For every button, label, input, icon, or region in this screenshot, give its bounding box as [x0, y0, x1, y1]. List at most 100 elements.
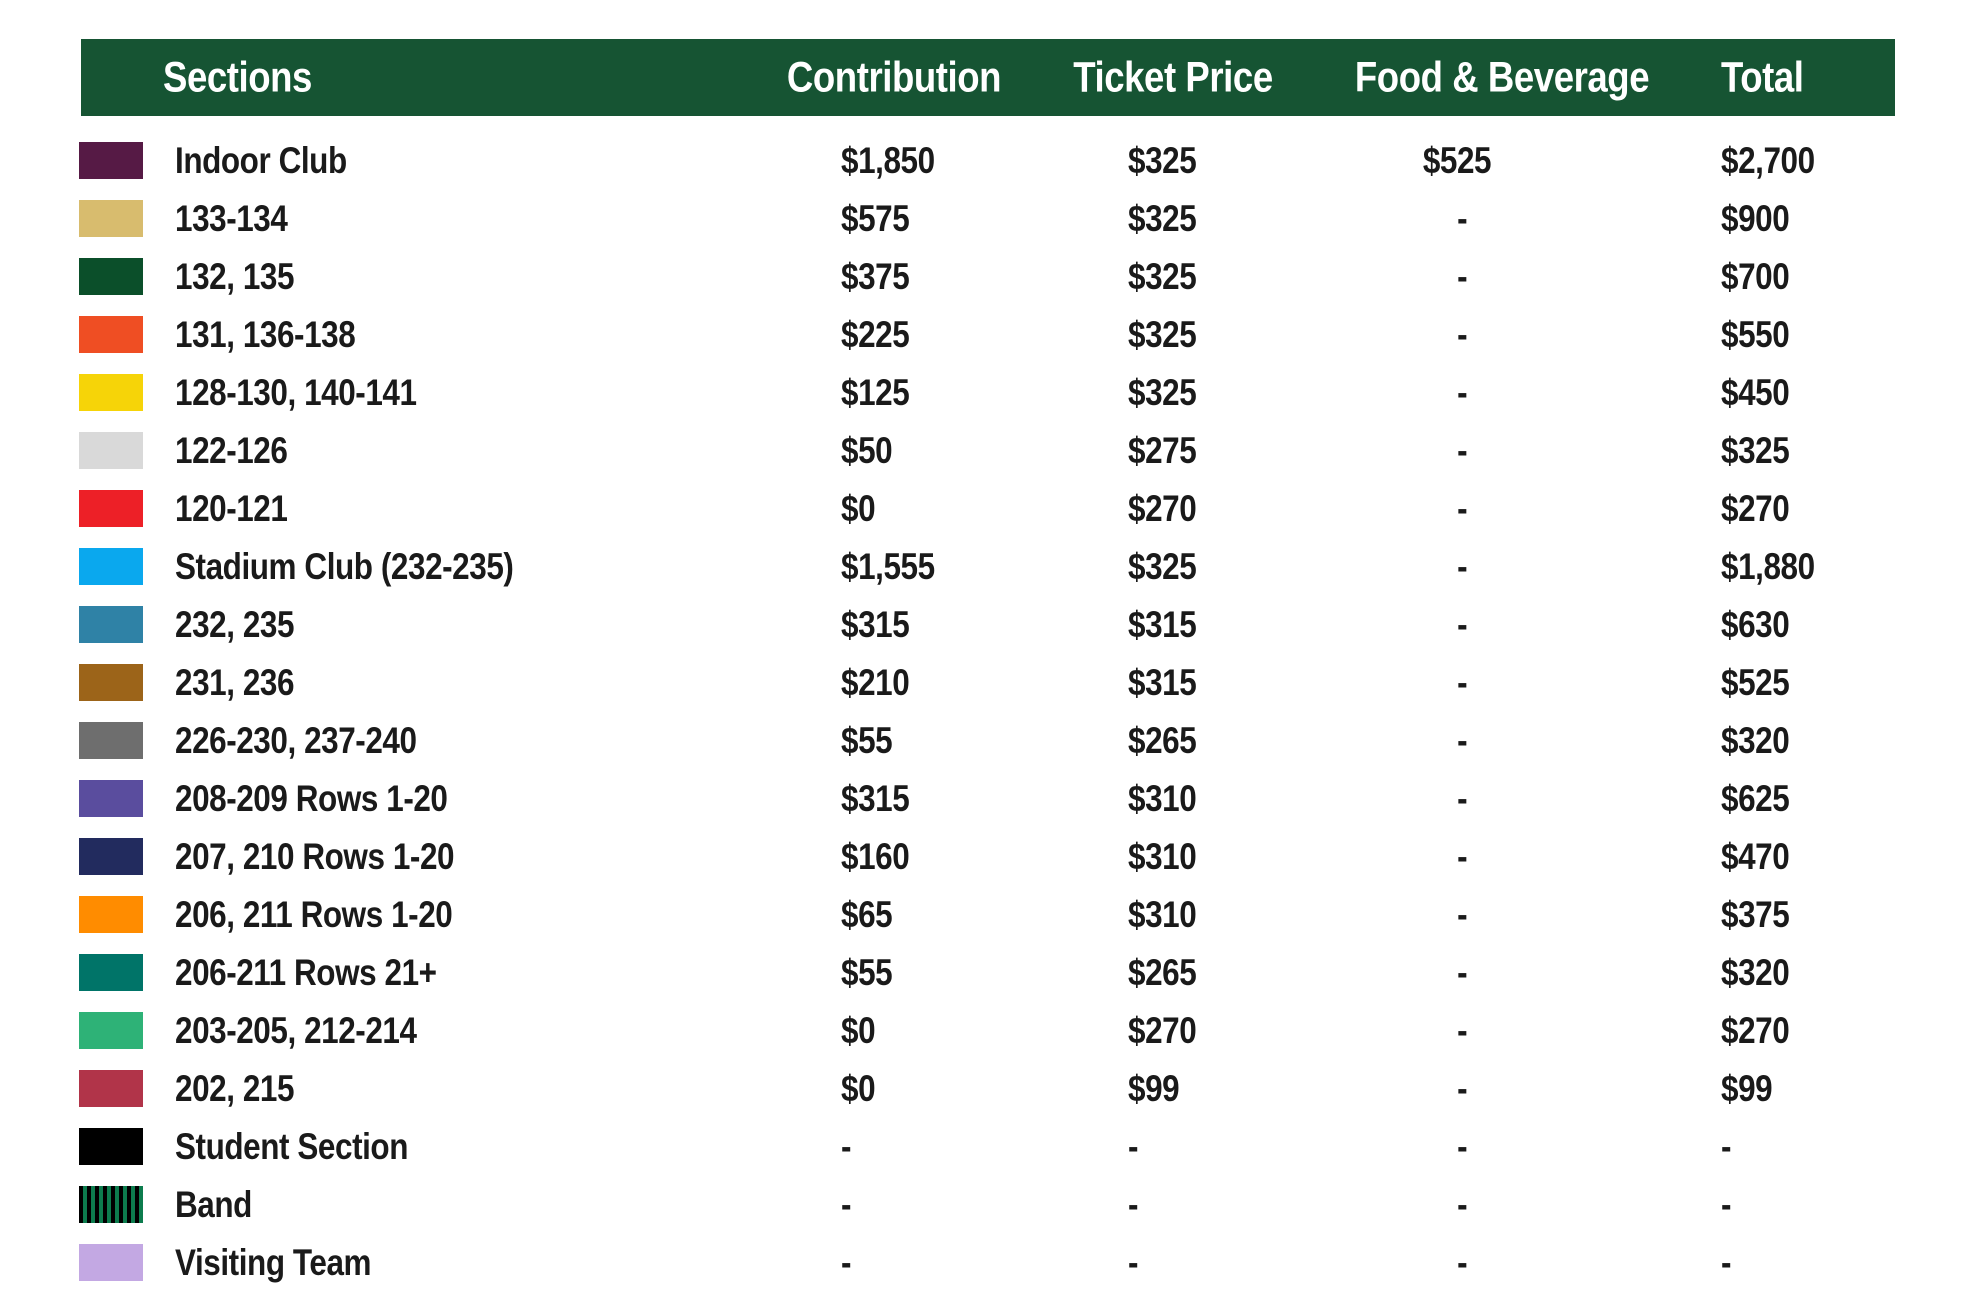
food-beverage-cell: -	[1457, 836, 1468, 877]
section-name-cell: 203-205, 212-214	[175, 1010, 417, 1051]
section-name-cell: 226-230, 237-240	[175, 720, 417, 761]
food-beverage-cell: -	[1457, 662, 1468, 703]
table-row: 207, 210 Rows 1-20 $160 $310 - $470	[0, 828, 1987, 886]
contribution-cell: $315	[841, 778, 910, 819]
table-row: 231, 236 $210 $315 - $525	[0, 654, 1987, 712]
section-color-swatch	[79, 780, 143, 817]
ticket-price-cell: $325	[1128, 198, 1197, 239]
section-name-cell: Student Section	[175, 1126, 409, 1167]
total-cell: $320	[1721, 952, 1790, 993]
total-cell: $700	[1721, 256, 1790, 297]
total-cell: $525	[1721, 662, 1790, 703]
section-color-swatch	[79, 316, 143, 353]
contribution-cell: $0	[841, 1010, 876, 1051]
contribution-cell: $125	[841, 372, 910, 413]
ticket-price-cell: $325	[1128, 314, 1197, 355]
contribution-cell: $1,555	[841, 546, 935, 587]
food-beverage-cell: -	[1457, 488, 1468, 529]
column-header-contribution: Contribution	[786, 53, 1002, 101]
total-cell: -	[1721, 1184, 1732, 1225]
ticket-price-cell: $270	[1128, 488, 1197, 529]
food-beverage-cell: -	[1457, 1126, 1468, 1167]
column-header-sections: Sections	[163, 53, 312, 101]
total-cell: $320	[1721, 720, 1790, 761]
contribution-cell: -	[841, 1184, 852, 1225]
section-name-cell: 133-134	[175, 198, 288, 239]
total-cell: $270	[1721, 1010, 1790, 1051]
ticket-price-cell: $310	[1128, 894, 1197, 935]
food-beverage-cell: -	[1457, 894, 1468, 935]
food-beverage-cell: -	[1457, 1184, 1468, 1225]
section-color-swatch	[79, 896, 143, 933]
contribution-cell: $0	[841, 1068, 876, 1109]
table-row: 202, 215 $0 $99 - $99	[0, 1060, 1987, 1118]
section-name-cell: 132, 135	[175, 256, 295, 297]
section-name-cell: 202, 215	[175, 1068, 295, 1109]
section-color-swatch	[79, 258, 143, 295]
food-beverage-cell: -	[1457, 720, 1468, 761]
contribution-cell: $65	[841, 894, 893, 935]
table-row: 203-205, 212-214 $0 $270 - $270	[0, 1002, 1987, 1060]
section-name-cell: 128-130, 140-141	[175, 372, 417, 413]
total-cell: $270	[1721, 488, 1790, 529]
table-row: Band - - - -	[0, 1176, 1987, 1234]
table-row: 208-209 Rows 1-20 $315 $310 - $625	[0, 770, 1987, 828]
section-name-cell: Visiting Team	[175, 1242, 372, 1283]
food-beverage-cell: -	[1457, 778, 1468, 819]
contribution-cell: $55	[841, 720, 893, 761]
table-row: Stadium Club (232-235) $1,555 $325 - $1,…	[0, 538, 1987, 596]
table-row: 232, 235 $315 $315 - $630	[0, 596, 1987, 654]
column-header-ticket-price: Ticket Price	[1073, 53, 1273, 101]
table-row: 120-121 $0 $270 - $270	[0, 480, 1987, 538]
section-color-swatch	[79, 954, 143, 991]
section-color-swatch	[79, 374, 143, 411]
contribution-cell: $575	[841, 198, 910, 239]
section-color-swatch	[79, 722, 143, 759]
total-cell: $630	[1721, 604, 1790, 645]
ticket-price-cell: $315	[1128, 604, 1197, 645]
food-beverage-cell: -	[1457, 604, 1468, 645]
total-cell: $625	[1721, 778, 1790, 819]
contribution-cell: $50	[841, 430, 893, 471]
table-body: Indoor Club $1,850 $325 $525 $2,700 133-…	[0, 132, 1987, 1292]
section-color-swatch	[79, 142, 143, 179]
ticket-price-cell: $325	[1128, 372, 1197, 413]
table-row: 132, 135 $375 $325 - $700	[0, 248, 1987, 306]
section-name-cell: 206, 211 Rows 1-20	[175, 894, 453, 935]
ticket-price-cell: $310	[1128, 778, 1197, 819]
contribution-cell: -	[841, 1242, 852, 1283]
section-color-swatch	[79, 838, 143, 875]
total-cell: -	[1721, 1242, 1732, 1283]
food-beverage-cell: -	[1457, 256, 1468, 297]
section-name-cell: 206-211 Rows 21+	[175, 952, 437, 993]
ticket-price-cell: $265	[1128, 720, 1197, 761]
table-row: 131, 136-138 $225 $325 - $550	[0, 306, 1987, 364]
food-beverage-cell: -	[1457, 1010, 1468, 1051]
section-color-swatch	[79, 664, 143, 701]
total-cell: $325	[1721, 430, 1790, 471]
section-name-cell: Indoor Club	[175, 140, 347, 181]
ticket-price-cell: $275	[1128, 430, 1197, 471]
contribution-cell: $0	[841, 488, 876, 529]
table-row: Visiting Team - - - -	[0, 1234, 1987, 1292]
section-color-swatch	[79, 1128, 143, 1165]
section-color-swatch	[79, 1012, 143, 1049]
contribution-cell: $225	[841, 314, 910, 355]
contribution-cell: $1,850	[841, 140, 935, 181]
table-row: Student Section - - - -	[0, 1118, 1987, 1176]
section-name-cell: 122-126	[175, 430, 288, 471]
ticket-price-cell: $325	[1128, 256, 1197, 297]
total-cell: $900	[1721, 198, 1790, 239]
section-name-cell: Band	[175, 1184, 252, 1225]
total-cell: $375	[1721, 894, 1790, 935]
food-beverage-cell: $525	[1422, 140, 1492, 181]
ticket-price-cell: $270	[1128, 1010, 1197, 1051]
table-row: Indoor Club $1,850 $325 $525 $2,700	[0, 132, 1987, 190]
section-name-cell: 232, 235	[175, 604, 295, 645]
ticket-price-cell: $99	[1128, 1068, 1180, 1109]
ticket-price-cell: $265	[1128, 952, 1197, 993]
ticket-price-cell: -	[1128, 1126, 1139, 1167]
ticket-price-cell: $325	[1128, 546, 1197, 587]
ticket-price-cell: -	[1128, 1242, 1139, 1283]
total-cell: $450	[1721, 372, 1790, 413]
